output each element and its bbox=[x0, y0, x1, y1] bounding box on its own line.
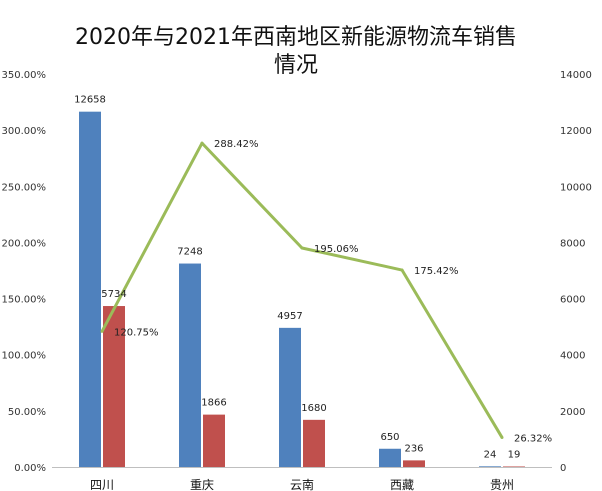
bar-value-label: 5734 bbox=[101, 289, 126, 300]
bar-series-1 bbox=[279, 327, 301, 467]
bar-series-2 bbox=[403, 460, 425, 467]
bar-value-label: 7248 bbox=[177, 247, 202, 258]
chart-title-line-2: 情况 bbox=[274, 53, 318, 78]
bar-value-label: 24 bbox=[484, 449, 497, 460]
left-tick-label: 300.00% bbox=[2, 126, 47, 137]
bar-value-label: 236 bbox=[404, 443, 423, 454]
bar-series-1 bbox=[79, 111, 101, 467]
right-tick-label: 10000 bbox=[560, 182, 592, 193]
bar-value-label: 1680 bbox=[301, 403, 326, 414]
bar-value-label: 1866 bbox=[201, 398, 226, 409]
growth-value-label: 120.75% bbox=[114, 327, 159, 338]
left-tick-label: 350.00% bbox=[2, 70, 47, 81]
bar-series-1 bbox=[479, 466, 501, 467]
bar-value-label: 650 bbox=[380, 432, 399, 443]
left-axis-ticks: 0.00% 50.00% 100.00% 150.00% 200.00% 250.00% 3… bbox=[2, 70, 47, 474]
right-tick-label: 2000 bbox=[560, 407, 585, 418]
category-label: 四川 bbox=[90, 478, 114, 491]
bar-value-label: 4957 bbox=[277, 311, 302, 322]
right-tick-label: 12000 bbox=[560, 126, 592, 137]
growth-line-path bbox=[100, 141, 504, 439]
left-tick-label: 100.00% bbox=[2, 351, 47, 362]
right-axis-ticks: 0 2000 4000 6000 8000 10000 12000 14000 bbox=[560, 70, 592, 474]
growth-point bbox=[400, 268, 404, 272]
left-tick-label: 250.00% bbox=[2, 182, 47, 193]
bar-series-2 bbox=[503, 466, 525, 467]
bar-series-1 bbox=[179, 263, 201, 467]
growth-point bbox=[500, 435, 504, 439]
bars bbox=[79, 111, 525, 467]
right-tick-label: 6000 bbox=[560, 295, 585, 306]
growth-value-label: 175.42% bbox=[414, 266, 459, 277]
bar-series-2 bbox=[303, 419, 325, 467]
right-tick-label: 14000 bbox=[560, 70, 592, 81]
growth-point bbox=[300, 246, 304, 250]
growth-value-label: 288.42% bbox=[214, 139, 259, 150]
category-label: 重庆 bbox=[190, 478, 214, 491]
left-tick-label: 150.00% bbox=[2, 295, 47, 306]
bar-value-label: 19 bbox=[508, 449, 521, 460]
data-labels: 12658 7248 4957 650 24 5734 1866 1680 236 19 120.7… bbox=[74, 95, 552, 461]
category-label: 西藏 bbox=[390, 478, 414, 491]
growth-value-label: 195.06% bbox=[314, 244, 359, 255]
bar-series-2 bbox=[203, 414, 225, 467]
left-tick-label: 50.00% bbox=[8, 407, 46, 418]
category-label: 贵州 bbox=[490, 478, 514, 491]
bar-series-1 bbox=[379, 448, 401, 467]
right-tick-label: 8000 bbox=[560, 238, 585, 249]
right-tick-label: 4000 bbox=[560, 351, 585, 362]
bar-series-2 bbox=[103, 306, 125, 467]
right-tick-label: 0 bbox=[560, 463, 566, 474]
chart-title-line-1: 2020年与2021年西南地区新能源物流车销售 bbox=[75, 25, 517, 50]
growth-point bbox=[200, 141, 204, 145]
left-tick-label: 200.00% bbox=[2, 238, 47, 249]
bar-value-label: 12658 bbox=[74, 95, 106, 106]
left-tick-label: 0.00% bbox=[14, 463, 46, 474]
growth-line bbox=[100, 141, 504, 439]
category-label: 云南 bbox=[290, 477, 314, 491]
growth-point bbox=[100, 329, 104, 333]
category-labels: 四川 重庆 云南 西藏 贵州 bbox=[90, 477, 514, 491]
growth-value-label: 26.32% bbox=[514, 433, 552, 444]
